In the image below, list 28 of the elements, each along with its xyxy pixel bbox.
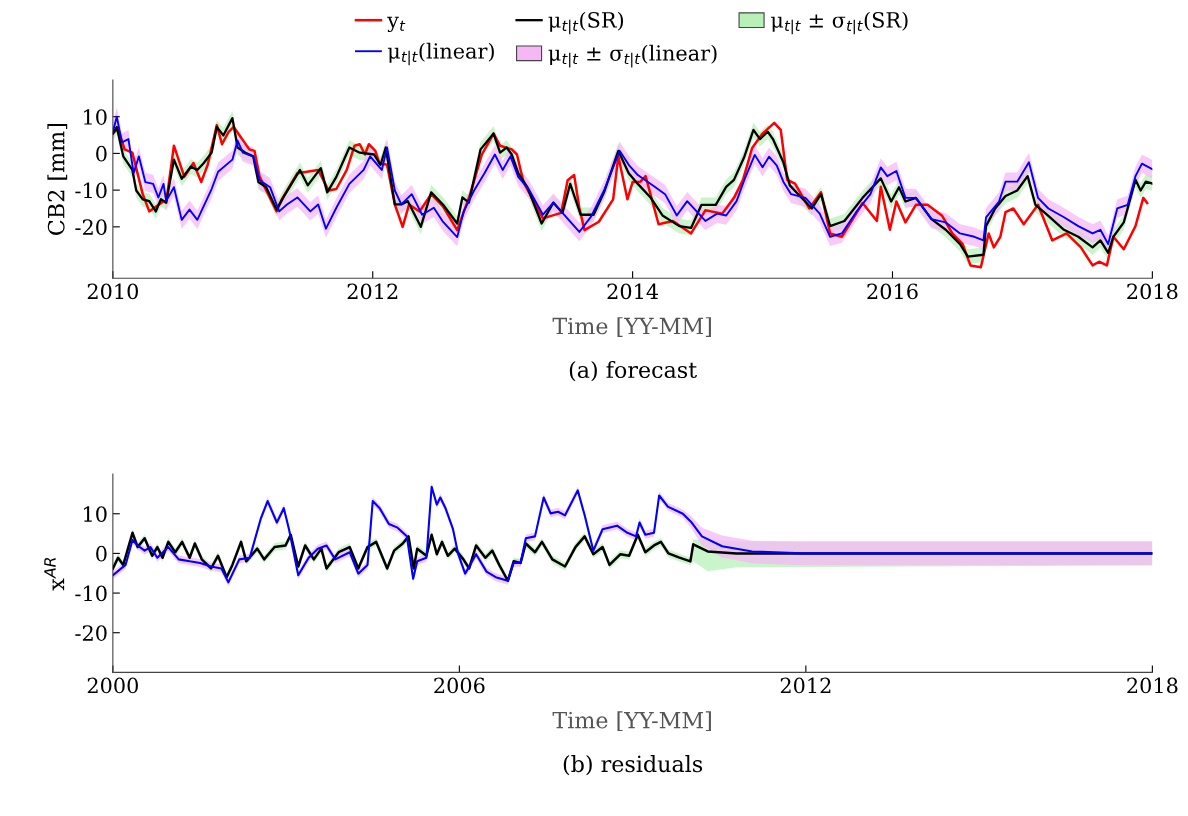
x-tick-label: 2010 <box>87 283 138 300</box>
x-tick-label: 2012 <box>347 283 398 300</box>
y-tick-label: 0 <box>96 545 107 562</box>
legend-label: μ$_{t|t}$ ± σ$_{t|t}$(SR) <box>771 11 908 35</box>
x-axis-title: Time [YY-MM] <box>552 711 711 732</box>
y-tick-label: -20 <box>75 625 107 641</box>
y-tick-label: -10 <box>75 182 107 199</box>
x-tick-label: 2006 <box>434 677 485 694</box>
x-tick-label: 2018 <box>1127 677 1178 694</box>
legend-label: μ$_{t|t}$(SR) <box>548 11 624 35</box>
text: (b) residuals <box>563 755 703 776</box>
y-tick-label: -20 <box>75 219 107 236</box>
legend-label: y$_{t}$ <box>387 16 406 33</box>
y-tick-label: 10 <box>84 506 107 522</box>
y-tick-label: 10 <box>84 109 107 125</box>
y-tick-label: 0 <box>96 145 107 162</box>
x-tick-label: 2018 <box>1127 283 1178 300</box>
x-axis-title: Time [YY-MM] <box>552 317 711 337</box>
y-axis-title: x$^{AR}$ <box>44 557 65 591</box>
legend-label: μ$_{t|t}$(linear) <box>387 42 494 66</box>
y-tick-label: -10 <box>75 585 107 602</box>
y-axis-title: CB2 [mm] <box>47 124 68 235</box>
x-tick-label: 2000 <box>87 677 138 694</box>
x-tick-label: 2016 <box>867 283 918 300</box>
text: (a) forecast <box>569 360 697 382</box>
x-tick-label: 2012 <box>780 677 831 694</box>
legend-label: μ$_{t|t}$ ± σ$_{t|t}$(linear) <box>548 44 717 68</box>
x-tick-label: 2014 <box>607 283 659 300</box>
